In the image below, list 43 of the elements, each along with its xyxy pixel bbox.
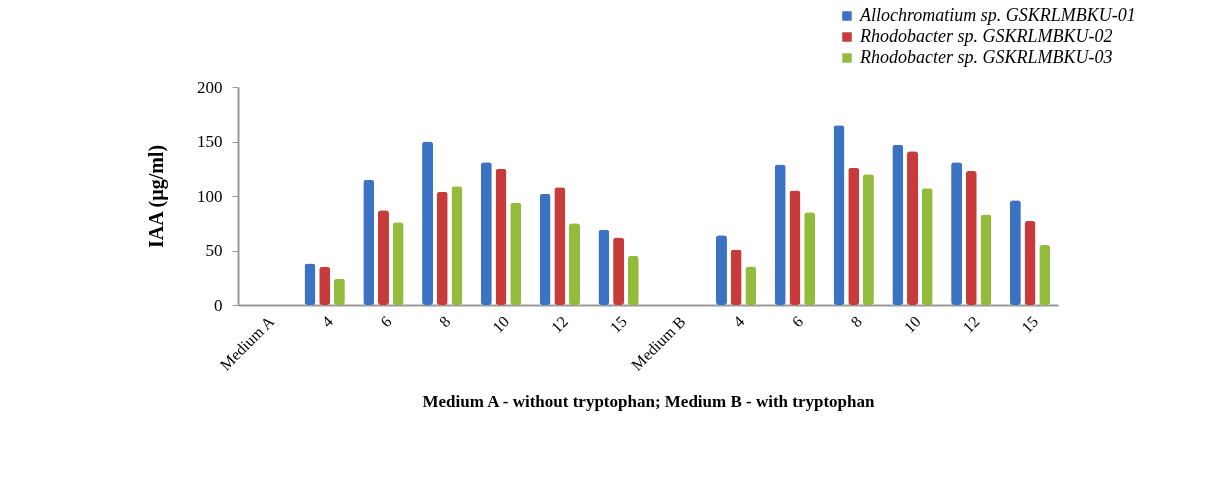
x-tick-label: 8	[847, 312, 866, 331]
y-tick-label: 100	[197, 186, 223, 206]
x-tick-label: 4	[729, 312, 748, 331]
x-tick-label: 4	[318, 312, 337, 331]
bar	[951, 162, 963, 305]
bar	[833, 125, 845, 305]
bar	[892, 144, 904, 305]
bar	[480, 162, 492, 305]
bar	[539, 193, 551, 305]
bar	[510, 202, 522, 305]
bar	[363, 179, 375, 305]
bar	[451, 186, 463, 305]
x-tick-label: 6	[788, 312, 807, 331]
bar	[862, 174, 874, 305]
y-axis-title: IAA (µg/ml)	[145, 144, 168, 249]
bar	[774, 164, 786, 305]
legend-label: Allochromatium sp. GSKRLMBKU-01	[859, 5, 1136, 25]
x-tick-label: 15	[1018, 312, 1042, 337]
y-tick-label: 0	[214, 295, 223, 315]
bar	[965, 170, 977, 305]
y-tick-label: 50	[205, 241, 223, 260]
x-tick-label: 10	[900, 312, 924, 337]
x-tick-label: 15	[606, 312, 630, 337]
bar	[848, 167, 860, 305]
y-tick-label: 200	[197, 77, 223, 97]
legend-label: Rhodobacter sp. GSKRLMBKU-03	[859, 47, 1113, 67]
bar	[907, 151, 919, 305]
legend-label: Rhodobacter sp. GSKRLMBKU-02	[859, 26, 1113, 46]
x-tick-label: 8	[435, 312, 454, 331]
bar	[1024, 221, 1036, 305]
x-tick-label: 12	[547, 312, 572, 337]
bar	[495, 168, 507, 305]
x-tick-label: 6	[377, 312, 395, 331]
bar	[436, 191, 448, 305]
bar	[554, 187, 566, 305]
bar	[921, 188, 933, 305]
x-axis-title: Medium A - without tryptophan; Medium B - with tryptophan	[422, 392, 876, 412]
x-tick-label: 12	[959, 312, 983, 337]
bar	[789, 190, 801, 305]
y-tick-label: 150	[197, 132, 223, 151]
bar	[980, 214, 992, 305]
bar	[422, 141, 434, 305]
x-tick-label: 10	[489, 312, 513, 337]
